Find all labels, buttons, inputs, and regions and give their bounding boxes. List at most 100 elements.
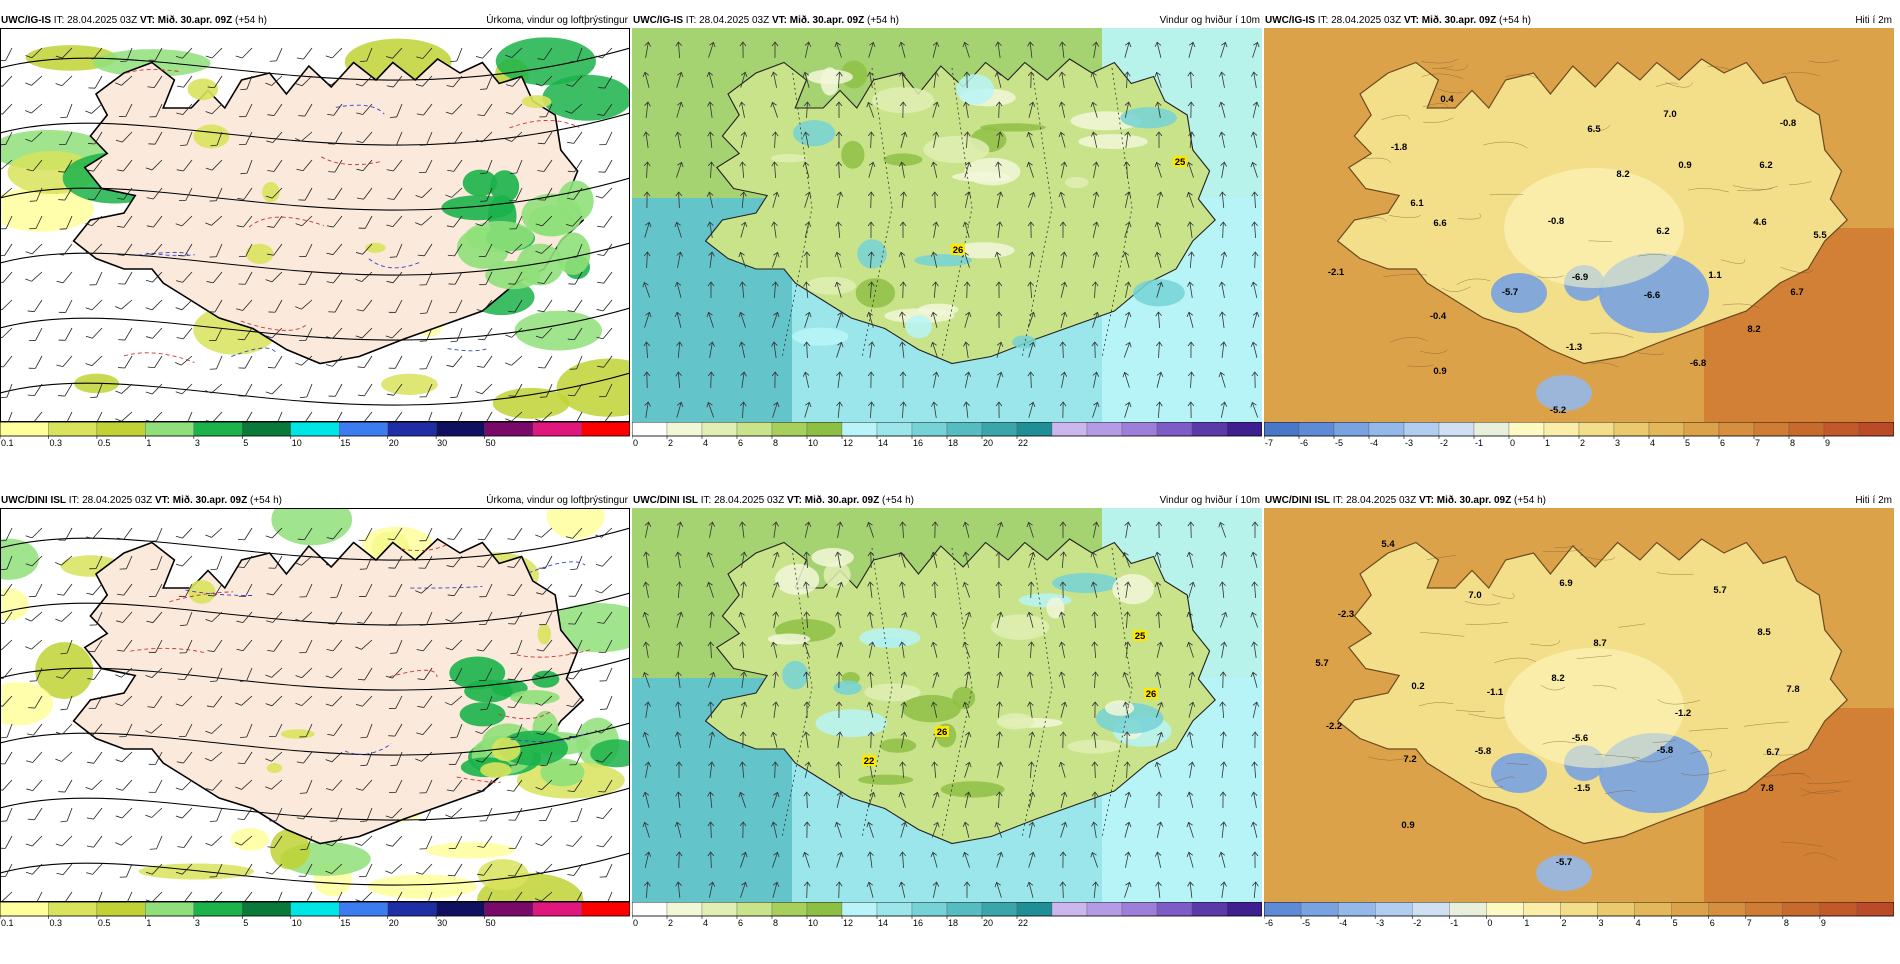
colorbar-swatch: [1369, 422, 1404, 436]
colorbar-tick-label: 3: [1599, 918, 1604, 928]
colorbar-tick-label: 30: [437, 918, 447, 928]
forecast-map[interactable]: [0, 28, 630, 422]
map-value-label: 6.5: [1587, 124, 1601, 135]
colorbar-swatch: [145, 422, 193, 436]
vt-label: VT:: [1419, 495, 1434, 506]
colorbar-tick-label: 7: [1755, 438, 1760, 448]
colorbar-swatch: [772, 422, 807, 436]
valid-time: Mið. 30.apr. 09Z: [790, 15, 864, 26]
colorbar-tick-label: 8: [773, 438, 778, 448]
colorbar-swatch: [807, 422, 842, 436]
colorbar-tick-label: 0: [1487, 918, 1492, 928]
colorbar-tick-label: 1: [1524, 918, 1529, 928]
lead-time: (+54 h): [867, 15, 899, 26]
colorbar-swatch: [339, 422, 387, 436]
colorbar-tick-label: 5: [1685, 438, 1690, 448]
colorbar-tick-label: 3: [1615, 438, 1620, 448]
map-value-label: 26: [1146, 689, 1157, 700]
map-value-label: 8.2: [1747, 324, 1760, 335]
colorbar-tick-label: 4: [1636, 918, 1641, 928]
colorbar-swatch: [702, 902, 737, 916]
map-value-label: 0.9: [1433, 366, 1446, 377]
colorbar-swatch: [1157, 422, 1192, 436]
forecast-panel-temp: UWC/DINI ISL IT: 28.04.2025 03Z VT: Mið.…: [1264, 494, 1894, 964]
map-value-label: -2.1: [1328, 267, 1345, 278]
it-label: IT:: [701, 495, 712, 506]
lead-time: (+54 h): [882, 495, 914, 506]
colorbar-tick-label: 5: [243, 438, 248, 448]
colorbar-tick-label: 4: [703, 438, 708, 448]
map-value-label: -6.9: [1572, 272, 1588, 283]
forecast-panel-precip: UWC/IG-IS IT: 28.04.2025 03Z VT: Mið. 30…: [0, 14, 630, 484]
colorbar-swatch: [0, 902, 48, 916]
colorbar-swatch: [1264, 422, 1299, 436]
panel-header: UWC/DINI ISL IT: 28.04.2025 03Z VT: Mið.…: [0, 494, 630, 508]
colorbar-tick-label: 15: [340, 918, 350, 928]
colorbar-swatch: [1474, 422, 1509, 436]
colorbar-tick-label: 22: [1018, 438, 1028, 448]
map-value-label: 0.2: [1411, 681, 1424, 692]
colorbar-tick-label: 0.5: [98, 918, 111, 928]
colorbar-swatch: [1301, 902, 1338, 916]
colorbar-swatch: [339, 902, 387, 916]
map-value-label: -6.8: [1690, 358, 1706, 369]
init-time: 28.04.2025 03Z: [1331, 15, 1401, 26]
colorbar-tick-label: -2: [1413, 918, 1421, 928]
colorbar-tick-label: -4: [1339, 918, 1347, 928]
colorbar-swatch: [1404, 422, 1439, 436]
model-name: UWC/DINI ISL: [1, 495, 66, 506]
lead-time: (+54 h): [235, 15, 267, 26]
colorbar-swatch: [1598, 902, 1635, 916]
map-value-label: -0.8: [1780, 118, 1796, 129]
colorbar-swatch: [1157, 902, 1192, 916]
colorbar-tick-label: 18: [948, 438, 958, 448]
colorbar-swatch: [1560, 902, 1597, 916]
map-value-label: 5.5: [1813, 230, 1827, 241]
colorbar-swatch: [48, 422, 96, 436]
colorbar-tick-label: 5: [1673, 918, 1678, 928]
map-value-label: 8.2: [1616, 169, 1629, 180]
colorbar-swatch: [877, 902, 912, 916]
colorbar-tick-label: 20: [389, 918, 399, 928]
colorbar-tick-label: -1: [1475, 438, 1483, 448]
vt-label: VT:: [140, 15, 155, 26]
map-value-label: 8.2: [1551, 673, 1564, 684]
colorbar-swatch: [1052, 902, 1087, 916]
model-name: UWC/DINI ISL: [1265, 495, 1330, 506]
colorbar-tick-label: 3: [195, 438, 200, 448]
colorbar-swatch: [1192, 902, 1227, 916]
panel-header: UWC/IG-IS IT: 28.04.2025 03Z VT: Mið. 30…: [632, 14, 1262, 28]
colorbar-tick-label: 6: [1710, 918, 1715, 928]
it-label: IT:: [69, 495, 80, 506]
colorbar-tick-label: 9: [1825, 438, 1830, 448]
colorbar-tick-label: 0.1: [1, 918, 14, 928]
colorbar-swatch: [0, 422, 48, 436]
model-name: UWC/IG-IS: [1, 15, 51, 26]
colorbar-swatch: [582, 902, 630, 916]
init-time: 28.04.2025 03Z: [699, 15, 769, 26]
colorbar-swatch: [1299, 422, 1334, 436]
map-value-label: 6.6: [1433, 218, 1446, 229]
colorbar-swatch: [982, 902, 1017, 916]
colorbar-tick-label: 1: [1545, 438, 1550, 448]
map-value-label: -5.6: [1572, 733, 1588, 744]
colorbar-tick-label: -6: [1265, 918, 1273, 928]
colorbar-tick-label: 50: [486, 918, 496, 928]
map-value-label: 6.2: [1759, 160, 1772, 171]
colorbar-tick-label: 10: [292, 918, 302, 928]
colorbar-tick-label: -5: [1302, 918, 1310, 928]
colorbar-tick-label: 4: [1650, 438, 1655, 448]
valid-time: Mið. 30.apr. 09Z: [1437, 495, 1511, 506]
colorbar-swatch: [1334, 422, 1369, 436]
panel-header: UWC/IG-IS IT: 28.04.2025 03Z VT: Mið. 30…: [0, 14, 630, 28]
colorbar-swatch: [242, 422, 290, 436]
colorbar-tick-label: 20: [983, 918, 993, 928]
map-value-label: -2.3: [1338, 609, 1354, 620]
map-value-label: -1.5: [1574, 783, 1591, 794]
forecast-map[interactable]: [0, 508, 630, 902]
